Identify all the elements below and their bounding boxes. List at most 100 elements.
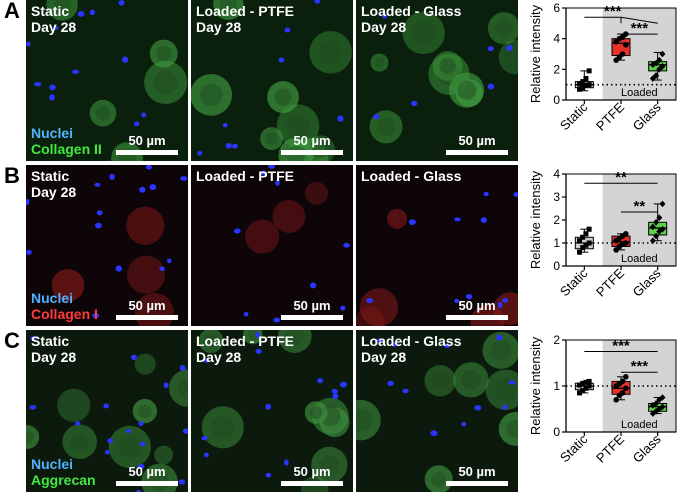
nucleus	[454, 298, 460, 304]
micrograph-a-static: Static Day 28 Nuclei Collagen II 50 µm	[26, 0, 188, 161]
data-point	[586, 68, 592, 74]
data-point	[586, 240, 592, 246]
chart-c: Loaded ****** 0 1 2 Static PTFE Glass Relative i…	[528, 333, 677, 466]
data-point	[659, 394, 666, 401]
nucleus	[137, 463, 145, 470]
data-point	[659, 50, 666, 58]
data-point	[653, 72, 660, 79]
cell	[278, 137, 314, 161]
stain-label: Collagen I	[31, 306, 98, 322]
cell	[149, 39, 178, 68]
micrograph-texture	[233, 165, 350, 323]
image-subtitle: Day 28	[196, 349, 242, 365]
loaded-region-label: Loaded	[621, 419, 658, 431]
nucleus	[275, 179, 280, 186]
nucleus	[133, 121, 140, 127]
cell	[134, 353, 156, 375]
nucleus	[92, 313, 100, 319]
cell-lacuna	[495, 19, 513, 38]
nucleus	[314, 0, 321, 4]
nuclei-label: Nuclei	[31, 456, 74, 472]
cell-lacuna	[286, 113, 310, 138]
scale-bar: 50 µm	[116, 299, 178, 320]
data-point	[659, 225, 666, 233]
data-point	[659, 200, 666, 208]
nucleus	[107, 438, 113, 444]
cell	[432, 50, 463, 81]
cell	[370, 53, 389, 72]
image-subtitle: Day 28	[31, 184, 77, 200]
chart-a: Loaded *** *** 0 2 4 6 Static PTFE Glass Relative …	[528, 1, 677, 134]
data-point	[649, 402, 656, 409]
nucleus	[89, 9, 96, 16]
micrograph-texture	[369, 11, 518, 144]
cell-lacuna	[318, 40, 343, 65]
x-tick-label: Static	[557, 265, 591, 299]
y-tick-label: 1	[553, 236, 560, 250]
data-point	[586, 378, 592, 384]
data-point	[580, 381, 586, 387]
micrograph-b-static: Static Day 28 Nuclei Collagen I 50 µm	[26, 165, 188, 326]
nucleus	[131, 354, 137, 361]
nucleus	[139, 441, 146, 447]
cell	[485, 369, 518, 410]
nucleus	[180, 176, 188, 181]
cell-lacuna	[219, 0, 237, 14]
cell-lacuna	[247, 330, 259, 340]
cell	[108, 425, 151, 469]
cell-lacuna	[26, 430, 34, 444]
nucleus	[139, 186, 146, 193]
data-point	[623, 231, 629, 237]
cell	[309, 31, 352, 74]
cell	[267, 81, 300, 113]
cell	[62, 424, 97, 460]
cell-lacuna	[211, 415, 235, 439]
image-subtitle: Day 28	[196, 19, 242, 35]
cell-lacuna	[439, 57, 456, 75]
micrograph-texture	[191, 0, 352, 161]
image-title: Loaded - PTFE	[196, 3, 294, 19]
cell-lacuna	[199, 83, 223, 107]
nucleus	[197, 150, 203, 156]
significance-label: ***	[631, 20, 649, 37]
data-point	[580, 245, 586, 251]
image-subtitle: Day 28	[361, 19, 407, 35]
data-point	[577, 238, 583, 244]
nucleus	[508, 380, 516, 385]
nucleus	[284, 27, 291, 33]
image-subtitle: Day 28	[31, 349, 77, 365]
nucleus	[465, 293, 473, 300]
data-point	[659, 62, 666, 70]
nucleus	[497, 301, 503, 309]
scale-bar-label: 50 µm	[128, 298, 166, 313]
image-title: Static	[31, 333, 70, 349]
cell-lacuna	[456, 80, 477, 100]
data-point	[623, 385, 629, 392]
y-tick-label: 6	[553, 1, 560, 15]
nucleus	[454, 217, 461, 222]
scale-bar: 50 µm	[281, 465, 343, 486]
micrograph-texture	[356, 331, 518, 492]
data-point	[623, 240, 629, 246]
scale-bar-label: 50 µm	[293, 298, 331, 313]
nucleus	[366, 298, 374, 304]
nucleus	[231, 143, 238, 149]
micrograph-c-ptfe: Loaded - PTFE Day 28 50 µm	[191, 330, 353, 492]
image-title: Loaded - Glass	[361, 3, 462, 19]
nucleus	[273, 317, 281, 323]
micrograph-texture	[356, 191, 518, 326]
cell-lacuna	[204, 333, 218, 348]
nucleus	[26, 249, 32, 255]
image-title: Static	[31, 3, 70, 19]
nucleus	[109, 173, 115, 180]
cell	[127, 255, 166, 294]
data-point	[653, 232, 660, 240]
cell-lacuna	[319, 454, 340, 475]
cell-lacuna	[53, 0, 71, 14]
cell-lacuna	[177, 377, 188, 399]
data-point	[580, 85, 586, 91]
y-tick-label: 4	[553, 32, 560, 46]
cell	[154, 445, 173, 465]
cell	[245, 219, 280, 254]
nucleus	[179, 365, 186, 371]
